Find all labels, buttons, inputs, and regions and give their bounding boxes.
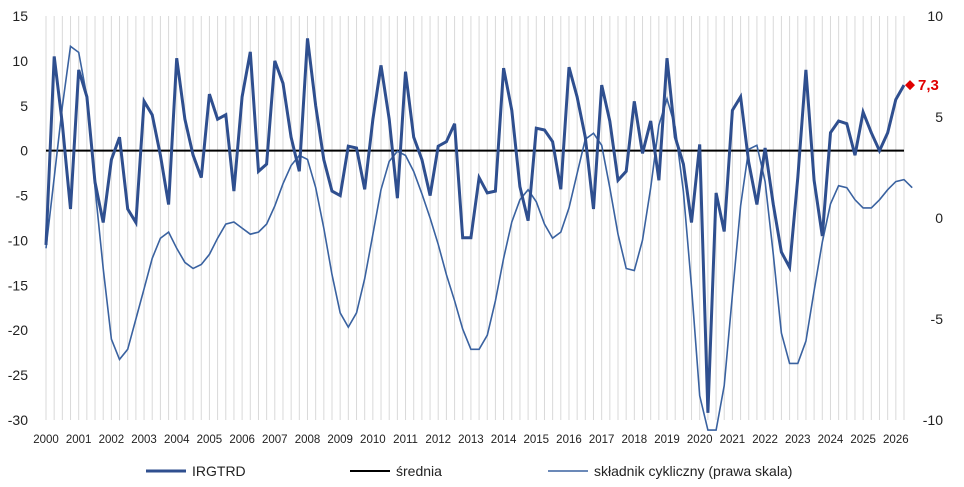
series-line-irgtrd: [44, 38, 906, 413]
x-axis-tick-label: 2026: [883, 434, 909, 446]
x-axis-tick-label: 2022: [752, 434, 778, 446]
last-value-label: 7,3: [918, 77, 939, 94]
right-axis-tick-label: 10: [927, 8, 943, 24]
right-axis-tick-label: -10: [923, 412, 943, 428]
right-axis-ticks: 10 5 0 -5 -10: [923, 8, 943, 428]
left-axis-tick-label: -20: [8, 322, 28, 338]
x-axis-tick-label: 2023: [785, 434, 811, 446]
left-axis-tick-label: -5: [16, 188, 29, 204]
x-axis-tick-label: 2019: [654, 434, 680, 446]
left-axis-tick-label: -10: [8, 232, 28, 248]
x-axis-tick-label: 2000: [33, 434, 59, 446]
x-axis-tick-label: 2011: [393, 434, 418, 446]
left-axis-tick-label: 0: [20, 143, 28, 159]
x-axis-tick-label: 2024: [818, 434, 844, 446]
left-axis-tick-label: -25: [8, 367, 28, 383]
left-axis-ticks: 15 10 5 0 -5 -10 -15 -20 -25 -30: [8, 8, 28, 428]
last-value-marker: [905, 80, 915, 91]
x-axis-tick-label: 2007: [262, 434, 288, 446]
left-axis-tick-label: 10: [12, 53, 28, 69]
x-axis-tick-label: 2006: [229, 434, 255, 446]
legend-label-irgtrd: IRGTRD: [192, 463, 246, 479]
x-axis-tick-label: 2005: [197, 434, 223, 446]
x-axis-tick-label: 2002: [99, 434, 125, 446]
legend-label-mean: średnia: [396, 463, 442, 479]
x-axis-tick-label: 2003: [131, 434, 157, 446]
x-axis-tick-label: 2025: [850, 434, 876, 446]
x-axis-tick-label: 2021: [720, 434, 746, 446]
left-axis-tick-label: 15: [12, 8, 28, 24]
x-axis-tick-label: 2004: [164, 434, 190, 446]
x-axis-tick-label: 2017: [589, 434, 615, 446]
right-axis-tick-label: 0: [935, 210, 943, 226]
left-axis-tick-label: 5: [20, 98, 28, 114]
legend-label-cyclical: składnik cykliczny (prawa skala): [594, 463, 792, 479]
right-axis-tick-label: -5: [931, 311, 944, 327]
x-axis-tick-label: 2016: [556, 434, 582, 446]
right-axis-tick-label: 5: [935, 109, 943, 125]
left-axis-tick-label: -15: [8, 277, 28, 293]
x-axis-tick-label: 2012: [425, 434, 451, 446]
x-axis-tick-label: 2001: [66, 434, 92, 446]
x-axis-ticks: 2000 2001 2002 2003 2004 2005 2006 2007 2008 2009…: [33, 434, 908, 446]
x-axis-tick-label: 2009: [327, 434, 353, 446]
x-axis-tick-label: 2010: [360, 434, 386, 446]
series-line-cyclical: [45, 44, 913, 431]
x-axis-tick-label: 2014: [491, 434, 517, 446]
x-axis-tick-label: 2015: [523, 434, 549, 446]
left-axis-tick-label: -30: [8, 412, 28, 428]
x-axis-tick-label: 2020: [687, 434, 713, 446]
legend: IRGTRD średnia składnik cykliczny (prawa…: [146, 463, 792, 479]
x-axis-tick-label: 2008: [295, 434, 321, 446]
x-axis-tick-label: 2018: [622, 434, 648, 446]
x-axis-tick-label: 2013: [458, 434, 484, 446]
